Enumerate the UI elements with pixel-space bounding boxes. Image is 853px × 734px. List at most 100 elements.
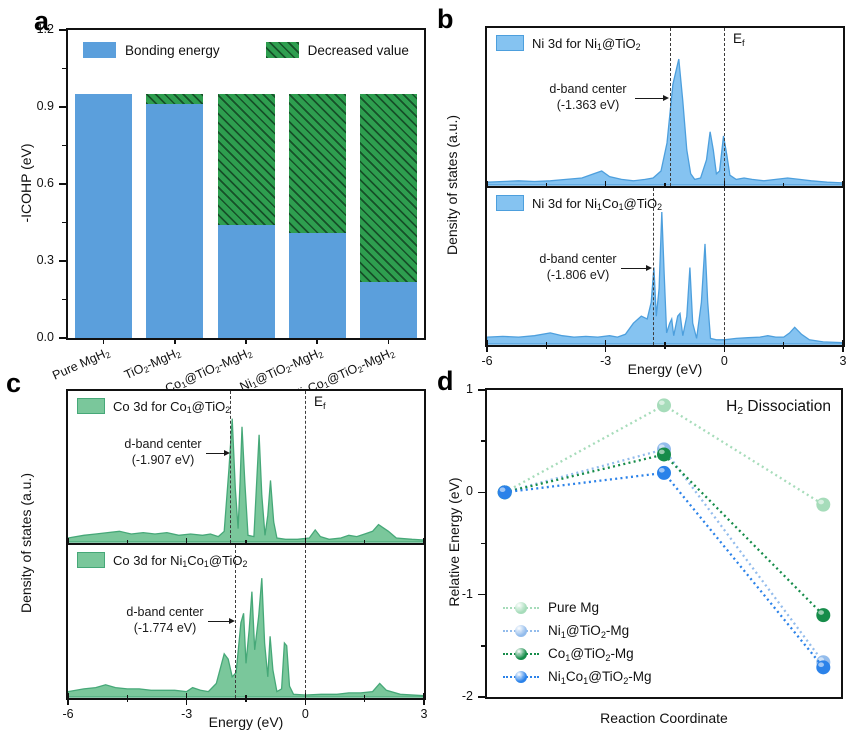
panel-letter-a: a — [34, 6, 50, 36]
marker-highlight — [818, 662, 824, 668]
x-tick — [387, 338, 390, 344]
divider-minor-tick — [664, 342, 666, 345]
marker-highlight — [818, 499, 824, 505]
x-tick — [245, 338, 247, 344]
x-tick-label: -6 — [481, 354, 493, 368]
panel-letter-c: c — [6, 368, 22, 398]
x-tick — [486, 345, 488, 352]
x-tick — [604, 345, 607, 352]
marker-highlight — [499, 487, 506, 493]
legend-marker — [515, 624, 527, 637]
x-tick — [102, 338, 105, 344]
legend-swatch-bonding — [83, 42, 117, 58]
c-x-axis-label: Energy (eV) — [208, 714, 284, 730]
x-tick — [723, 345, 726, 352]
dos-subpanel-ni1co1-co: Co 3d for Ni1Co1@TiO2 d-band center (-1.… — [68, 545, 424, 698]
legend-row-ni1co1: Ni1Co1@TiO2-Mg — [503, 665, 652, 688]
data-point-marker — [816, 608, 831, 623]
dos-legend-swatch — [77, 398, 105, 414]
data-point-marker — [497, 485, 512, 500]
divider-tick — [423, 693, 424, 698]
divider-minor-tick — [363, 540, 366, 543]
d-y-axis-label: Relative Energy (eV) — [446, 477, 462, 607]
bar-segment-bonding — [359, 281, 417, 338]
divider-minor-tick — [245, 695, 247, 698]
dband-annotation-line2: (-1.774 eV) — [133, 620, 197, 635]
divider-tick — [723, 340, 726, 345]
marker-highlight — [818, 610, 824, 615]
data-point-marker — [657, 398, 671, 413]
dband-annotation: d-band center (-1.363 eV) — [535, 82, 641, 113]
dos-legend-swatch — [496, 195, 524, 211]
divider-tick — [487, 340, 488, 345]
divider-minor-tick — [545, 342, 548, 345]
legend-label: Co1@TiO2-Mg — [548, 646, 634, 663]
divider-minor-tick — [545, 183, 548, 186]
line-chart-legend: Pure Mg Ni1@TiO2-Mg Co1@TiO2-Mg Ni1Co1@T… — [503, 596, 652, 688]
divider-tick — [304, 693, 307, 698]
legend-marker — [515, 601, 527, 614]
bar-segment-bonding — [146, 104, 204, 338]
marker-highlight — [658, 467, 665, 473]
x-tick-label: 3 — [420, 707, 428, 721]
y-tick-label: 0.9 — [36, 99, 54, 113]
y-tick-label: 1 — [466, 382, 473, 396]
data-point-marker — [816, 660, 831, 675]
x-tick — [304, 698, 307, 705]
divider-minor-tick — [363, 695, 366, 698]
fermi-level-label: Ef — [733, 31, 745, 48]
y-tick — [478, 696, 485, 698]
data-point-marker — [657, 465, 671, 480]
divider-tick — [487, 181, 488, 186]
x-minor-tick — [245, 698, 247, 702]
bar-segment-decreased — [359, 94, 417, 282]
c-x-ticks: -6 -3 0 3 — [62, 698, 427, 724]
divider-tick — [423, 538, 424, 543]
fermi-level-line — [724, 188, 726, 345]
dband-center-line — [235, 545, 237, 698]
x-tick — [316, 338, 318, 344]
x-tick-label: 0 — [720, 354, 728, 368]
y-tick-label: 0 — [466, 484, 473, 499]
legend-label: Ni1@TiO2-Mg — [548, 623, 630, 640]
divider-tick — [185, 538, 188, 543]
dos-curve — [68, 418, 424, 543]
y-tick — [59, 260, 66, 262]
bar-segment-bonding — [288, 232, 346, 338]
y-tick-label: -2 — [461, 689, 473, 703]
x-tick — [842, 345, 844, 352]
x-minor-tick — [363, 698, 366, 702]
legend-line — [503, 670, 539, 683]
bar-segment-decreased — [288, 94, 346, 233]
dos-curve-svg — [68, 578, 424, 698]
data-point-marker — [657, 447, 671, 462]
dos-legend-swatch — [496, 35, 524, 51]
divider-tick — [604, 181, 607, 186]
a-x-ticks — [68, 338, 424, 346]
a-y-ticks: 0.0 0.3 0.6 0.9 1.2 — [37, 22, 424, 344]
dband-center-line — [229, 391, 231, 543]
y-tick-label: 0.6 — [36, 176, 54, 190]
y-minor-tick — [481, 440, 485, 442]
legend-label: Pure Mg — [548, 600, 600, 615]
fermi-level-line — [305, 391, 307, 543]
dband-annotation-line1: d-band center — [549, 82, 627, 96]
divider-tick — [68, 538, 69, 543]
dband-annotation-line1: d-band center — [539, 252, 617, 266]
divider-minor-tick — [245, 540, 247, 543]
y-minor-tick — [62, 298, 66, 301]
x-minor-tick — [545, 345, 548, 349]
d-y-ticks: 1 0 -1 -2 — [462, 382, 841, 703]
y-tick — [59, 183, 66, 185]
x-tick-label: -6 — [62, 707, 74, 721]
x-minor-tick — [664, 345, 666, 349]
x-category-label: TiO2-MgH2 — [122, 346, 184, 383]
legend-line — [503, 647, 539, 660]
bar-segment-decreased — [146, 94, 204, 105]
c-y-axis-label: Density of states (a.u.) — [18, 472, 34, 614]
bar-segment-decreased — [217, 94, 275, 226]
panel-letter-d: d — [437, 366, 454, 396]
y-tick — [59, 106, 66, 108]
legend-label-bonding: Bonding energy — [125, 42, 220, 58]
y-minor-tick — [62, 67, 66, 70]
